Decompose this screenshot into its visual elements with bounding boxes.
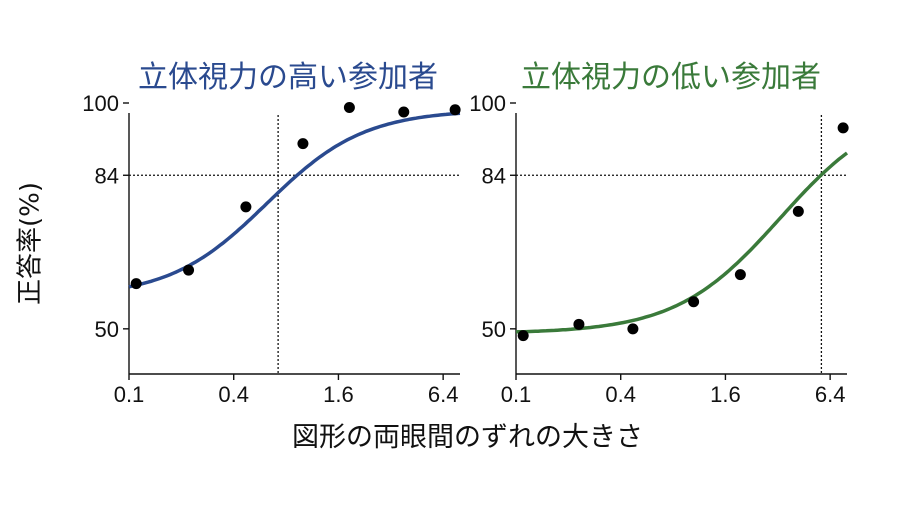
fit-curve-right xyxy=(515,151,849,334)
y-tick-label-right: 84 xyxy=(482,163,506,188)
chart-title-low-stereo: 立体視力の低い参加者 xyxy=(521,60,821,95)
y-tick-label-right: 50 xyxy=(482,317,506,342)
data-point-left xyxy=(398,106,410,118)
data-point-left xyxy=(449,104,461,116)
data-point-right xyxy=(792,205,804,217)
chart-title-high-stereo: 立体視力の高い参加者 xyxy=(138,60,438,95)
data-point-right xyxy=(734,269,746,281)
y-tick-label-right: 100 xyxy=(469,91,506,116)
data-point-left xyxy=(183,264,195,276)
x-tick-label-left: 1.6 xyxy=(323,382,354,407)
x-axis-label: 図形の両眼間のずれの大きさ xyxy=(292,422,643,453)
x-tick-label-right: 0.4 xyxy=(605,382,636,407)
x-tick-label-right: 6.4 xyxy=(815,382,846,407)
fit-curve-left xyxy=(128,111,461,289)
y-tick-label-left: 100 xyxy=(82,91,119,116)
data-point-left xyxy=(297,138,309,150)
x-tick-label-left: 0.1 xyxy=(114,382,145,407)
data-point-right xyxy=(573,318,585,330)
x-tick-label-right: 0.1 xyxy=(501,382,532,407)
y-tick-label-left: 50 xyxy=(95,317,119,342)
data-point-right xyxy=(837,122,849,134)
data-point-left xyxy=(130,278,142,290)
x-tick-label-left: 0.4 xyxy=(218,382,249,407)
x-tick-label-right: 1.6 xyxy=(710,382,741,407)
data-point-left xyxy=(343,102,355,114)
x-tick-label-left: 6.4 xyxy=(428,382,459,407)
data-point-right xyxy=(627,323,639,335)
data-point-right xyxy=(688,296,700,308)
data-point-right xyxy=(517,330,529,342)
y-tick-label-left: 84 xyxy=(95,163,119,188)
data-point-left xyxy=(240,201,252,213)
